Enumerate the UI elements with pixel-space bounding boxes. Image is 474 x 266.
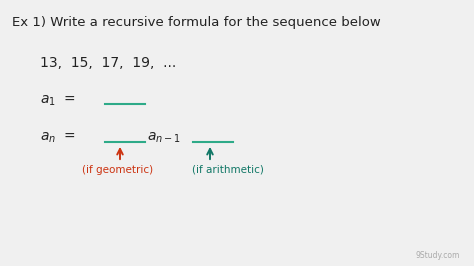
Text: Ex 1) Write a recursive formula for the sequence below: Ex 1) Write a recursive formula for the … <box>12 16 381 29</box>
Text: $a_{n-1}$: $a_{n-1}$ <box>147 131 181 146</box>
Text: 13,  15,  17,  19,  ...: 13, 15, 17, 19, ... <box>40 56 176 70</box>
Text: 9Study.com: 9Study.com <box>416 251 460 260</box>
Text: (if arithmetic): (if arithmetic) <box>192 165 264 175</box>
Text: (if geometric): (if geometric) <box>82 165 153 175</box>
Text: $a_1$  =: $a_1$ = <box>40 94 78 109</box>
Text: $a_n$  =: $a_n$ = <box>40 131 78 146</box>
